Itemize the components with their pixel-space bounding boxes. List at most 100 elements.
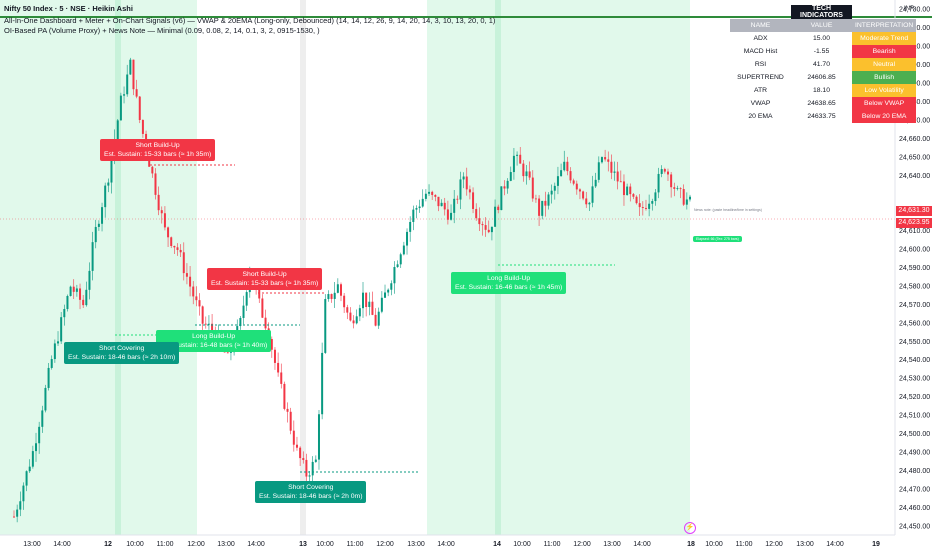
candle-body	[107, 182, 110, 186]
candle-body	[69, 286, 72, 296]
long-build-up-label: Long Build-Up Est. Sustain: 16-46 bars (…	[451, 272, 567, 294]
candle-body	[104, 185, 107, 208]
candle-body	[481, 224, 484, 226]
candle-body	[264, 317, 267, 329]
time-tick-label: 13:00	[407, 541, 425, 548]
candle-body	[135, 89, 138, 97]
candle-body	[472, 192, 475, 209]
label-detail: Est. Sustain: 15-33 bars (≈ 1h 35m)	[211, 280, 319, 287]
candle-body	[619, 181, 622, 183]
row-name: ATR	[730, 84, 791, 97]
candle-body	[299, 447, 302, 459]
row-name: 20 EMA	[730, 110, 791, 123]
price-tick-label: 24,490.00	[899, 449, 930, 456]
price-tick-label: 24,590.00	[899, 265, 930, 272]
candle-body	[47, 367, 50, 388]
candle-body	[280, 372, 283, 384]
candle-body	[582, 191, 585, 199]
candle-body	[349, 312, 352, 321]
candle-body	[270, 339, 273, 350]
candle-body	[553, 185, 556, 191]
short-covering-label: Short Covering Est. Sustain: 18-46 bars …	[255, 481, 367, 503]
candle-body	[327, 294, 330, 300]
label-title: Short Covering	[98, 345, 145, 352]
candle-body	[597, 162, 600, 180]
candle-body	[547, 194, 550, 206]
candle-body	[487, 229, 490, 233]
candle-body	[556, 176, 559, 186]
candle-body	[519, 154, 522, 164]
time-tick-label: 11:00	[157, 541, 174, 548]
row-interpretation: Below 20 EMA	[852, 110, 917, 123]
candle-body	[85, 289, 88, 306]
price-tick-label: 24,610.00	[899, 228, 930, 235]
indicator-legend-1[interactable]: All-In-One Dashboard + Meter + On-Chart …	[4, 16, 496, 25]
table-row: RSI 41.70 Neutral	[730, 58, 917, 71]
table-row: 20 EMA 24633.75 Below 20 EMA	[730, 110, 917, 123]
candle-body	[101, 207, 104, 224]
candle-body	[41, 410, 44, 427]
candle-body	[607, 159, 610, 162]
time-tick-label: 14	[493, 541, 501, 548]
candle-body	[626, 186, 629, 196]
time-tick-label: 12:00	[376, 541, 394, 548]
candle-body	[292, 430, 295, 445]
candle-body	[604, 157, 607, 160]
candle-body	[594, 179, 597, 187]
candle-body	[35, 443, 38, 452]
symbol-title[interactable]: Nifty 50 Index · 5 · NSE · Heikin Ashi	[4, 4, 133, 13]
row-interpretation: Moderate Trend	[852, 32, 917, 45]
label-title: Short Build-Up	[135, 142, 180, 149]
short-covering-label: Short Covering Est. Sustain: 18-46 bars …	[64, 342, 180, 364]
candle-body	[57, 341, 60, 344]
indicator-legend-2[interactable]: OI-Based PA (Volume Proxy) + News Note —…	[4, 26, 320, 35]
row-name: VWAP	[730, 97, 791, 110]
candle-body	[566, 161, 569, 172]
candle-body	[31, 451, 34, 467]
price-tick-label: 24,540.00	[899, 357, 930, 364]
candle-body	[497, 206, 500, 211]
candle-body	[663, 169, 666, 172]
elapsed-badge: Elapsed: 66 (Tex: 275 bars)	[693, 236, 742, 242]
candle-body	[679, 188, 682, 190]
price-tick-label: 24,730.00	[899, 7, 930, 14]
candle-body	[321, 352, 324, 415]
candle-body	[509, 172, 512, 181]
candle-body	[563, 161, 566, 171]
candle-body	[380, 297, 383, 312]
price-tick-label: 24,500.00	[899, 431, 930, 438]
time-tick-label: 13:00	[603, 541, 621, 548]
lightning-icon[interactable]: ⚡	[684, 522, 696, 534]
candle-body	[198, 300, 201, 307]
candle-body	[179, 249, 182, 253]
candle-body	[689, 196, 691, 200]
candle-body	[632, 194, 635, 197]
candle-body	[273, 349, 276, 363]
candle-body	[110, 157, 113, 183]
price-tick-label: 24,640.00	[899, 173, 930, 180]
time-tick-label: 12:00	[573, 541, 591, 548]
candle-body	[229, 352, 232, 353]
short-build-up-label: Short Build-Up Est. Sustain: 15-33 bars …	[100, 139, 216, 161]
session-shade	[495, 0, 501, 535]
candle-body	[478, 218, 481, 225]
row-interpretation: Bullish	[852, 71, 917, 84]
price-tick-label: 24,530.00	[899, 376, 930, 383]
candle-body	[119, 95, 122, 121]
candle-body	[641, 207, 644, 208]
row-interpretation: Bearish	[852, 45, 917, 58]
candle-body	[459, 179, 462, 200]
candle-body	[635, 196, 638, 204]
row-value: 24606.85	[791, 71, 852, 84]
label-title: Long Build-Up	[487, 275, 531, 282]
candle-body	[160, 210, 163, 214]
candle-body	[412, 209, 415, 222]
candle-body	[157, 194, 160, 211]
candle-body	[421, 198, 424, 207]
time-tick-label: 11:00	[736, 541, 753, 548]
table-row: ATR 18.10 Low Volatility	[730, 84, 917, 97]
candle-body	[424, 193, 427, 199]
price-tick-label: 24,560.00	[899, 320, 930, 327]
candle-body	[242, 305, 245, 318]
